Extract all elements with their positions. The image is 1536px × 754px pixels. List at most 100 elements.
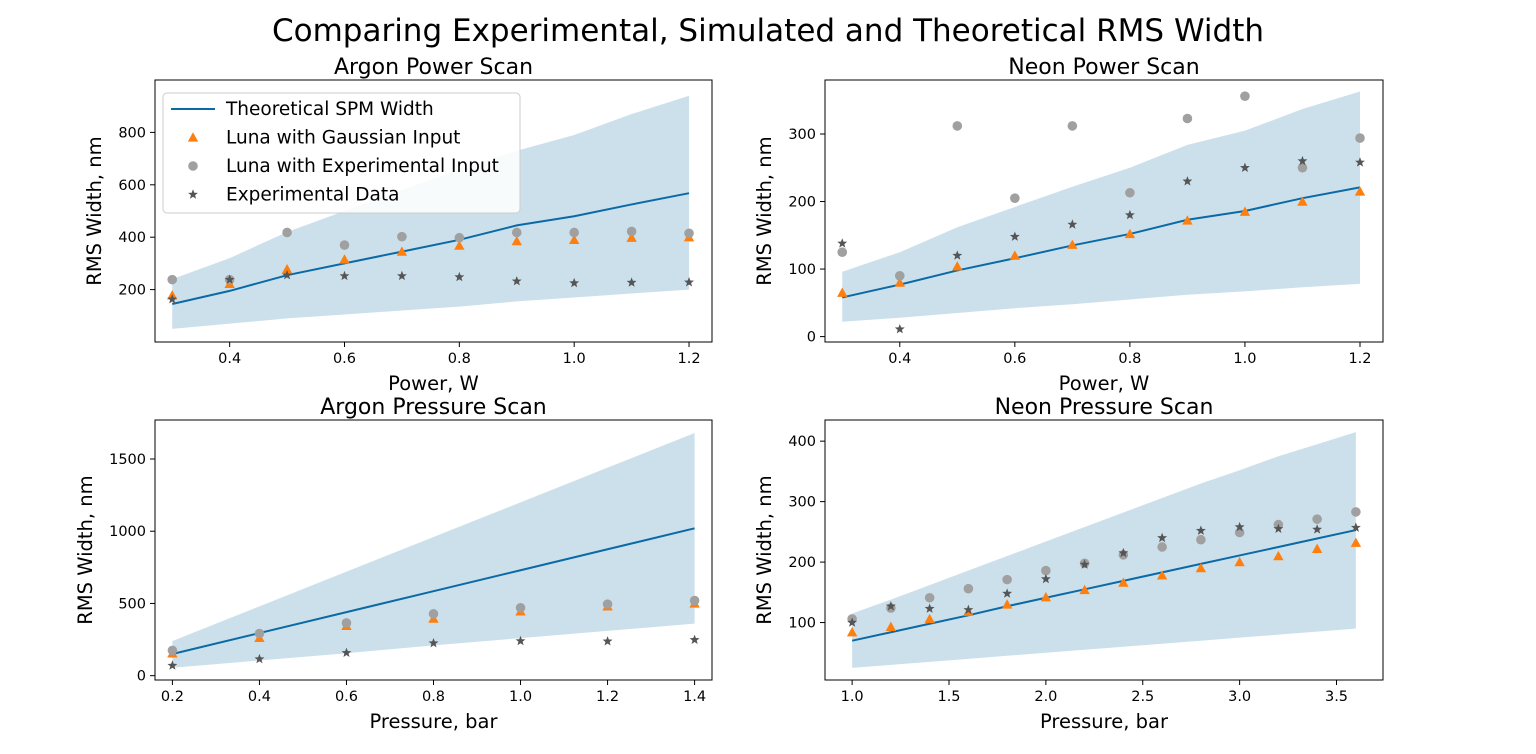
x-tick-label: 1.2 [677, 351, 700, 367]
x-tick-label: 2.5 [1131, 689, 1154, 705]
star-point [1312, 524, 1323, 534]
panel-title: Argon Power Scan [334, 55, 533, 80]
circle-point [684, 228, 694, 239]
circle-point [569, 227, 579, 238]
star-point [454, 271, 465, 282]
star-point [224, 274, 235, 284]
theoretical-spm-line [172, 192, 690, 305]
legend: Theoretical SPM Width Luna with Gaussian … [162, 92, 521, 214]
star-point [626, 277, 637, 287]
star-point [1002, 588, 1013, 598]
uncertainty-band [172, 433, 695, 668]
legend-circle-swatch [188, 161, 198, 171]
y-tick-label: 800 [118, 125, 146, 141]
star-point [341, 647, 352, 658]
star-point [1067, 219, 1078, 229]
triangle-point [1124, 228, 1136, 239]
circle-point [924, 592, 935, 603]
star-point [1273, 523, 1284, 534]
series-triangle [846, 537, 1362, 637]
triangle-point [1239, 206, 1251, 216]
x-tick-label: 3.0 [1228, 689, 1251, 705]
x-tick-label: 0.4 [248, 689, 271, 705]
series-triangle [167, 232, 695, 300]
y-tick-label: 0 [807, 330, 816, 346]
triangle-point [1234, 556, 1245, 567]
star-point [511, 276, 522, 286]
circle-point [167, 274, 178, 285]
star-point [1297, 155, 1308, 166]
circle-point [1196, 534, 1206, 545]
star-point [515, 635, 526, 646]
series-star [847, 521, 1361, 627]
circle-point [515, 602, 526, 613]
circle-point [1041, 565, 1051, 576]
y-tick-label: 200 [788, 195, 816, 211]
star-point [1079, 559, 1090, 569]
star-point [837, 238, 848, 248]
star-point [924, 603, 935, 613]
x-tick-label: 0.6 [1003, 351, 1026, 367]
triangle-point [1118, 577, 1129, 587]
y-tick-label: 300 [788, 495, 816, 511]
x-tick-label: 1.5 [937, 689, 960, 705]
circle-point [254, 628, 265, 639]
circle-point [626, 226, 637, 237]
star-point [1234, 521, 1245, 532]
circle-point [454, 232, 465, 243]
panel-title: Neon Pressure Scan [995, 395, 1214, 420]
star-point [885, 601, 896, 611]
x-axis-label: Pressure, bar [1040, 710, 1169, 733]
panel-neon-power: 0.4 0.6 0.8 1.0 1.2 0 100 200 300 Neon Power Scan… [753, 55, 1384, 395]
series-triangle [837, 186, 1366, 297]
triangle-point [1273, 550, 1284, 561]
star-point [569, 277, 580, 288]
triangle-point [924, 613, 935, 624]
triangle-point [837, 287, 848, 297]
triangle-point [1067, 239, 1078, 249]
star-point [1124, 209, 1135, 220]
x-tick-label: 1.0 [1233, 351, 1256, 367]
x-tick-label: 0.2 [161, 689, 184, 705]
circle-point [952, 121, 963, 131]
circle-point [167, 645, 178, 656]
circle-point [1067, 121, 1078, 131]
x-tick-label: 0.8 [1118, 351, 1141, 367]
star-point [963, 604, 974, 615]
triangle-point [1182, 215, 1193, 225]
star-point [684, 277, 694, 287]
series-star [167, 634, 700, 670]
axes-frame [154, 79, 713, 343]
y-tick-label: 1000 [109, 524, 146, 540]
star-point [1182, 176, 1193, 186]
x-tick-label: 0.4 [888, 351, 911, 367]
triangle-point [1001, 599, 1013, 609]
y-tick-label: 500 [118, 596, 146, 612]
star-point [339, 270, 350, 281]
star-point [1350, 522, 1361, 532]
star-point [167, 660, 178, 670]
star-point [602, 636, 613, 646]
x-tick-label: 3.5 [1325, 689, 1348, 705]
plot-area [837, 91, 1366, 334]
y-tick-label: 400 [118, 230, 146, 246]
panel-argon-power: 0.4 0.6 0.8 1.0 1.2 200 400 600 800 Argon Power S… [83, 55, 713, 395]
triangle-point [454, 240, 465, 250]
theoretical-spm-line [851, 529, 1357, 642]
uncertainty-band [842, 91, 1360, 322]
legend-entry: Theoretical SPM Width [225, 99, 434, 120]
x-axis-label: Power, W [388, 372, 479, 395]
circle-point [1157, 542, 1167, 552]
triangle-point [339, 254, 350, 264]
star-point [847, 617, 858, 627]
star-point [1355, 157, 1365, 167]
circle-point [1351, 507, 1361, 517]
triangle-point [1354, 186, 1366, 196]
star-point [1009, 231, 1020, 241]
circle-point [1297, 162, 1308, 173]
circle-point [1125, 187, 1135, 198]
star-point [894, 323, 905, 334]
plot-area [167, 433, 700, 670]
panel-neon-pressure: 1.0 1.5 2.0 2.5 3.0 3.5 100 200 300 400 Neon Press… [753, 395, 1384, 733]
x-tick-label: 1.2 [596, 689, 619, 705]
